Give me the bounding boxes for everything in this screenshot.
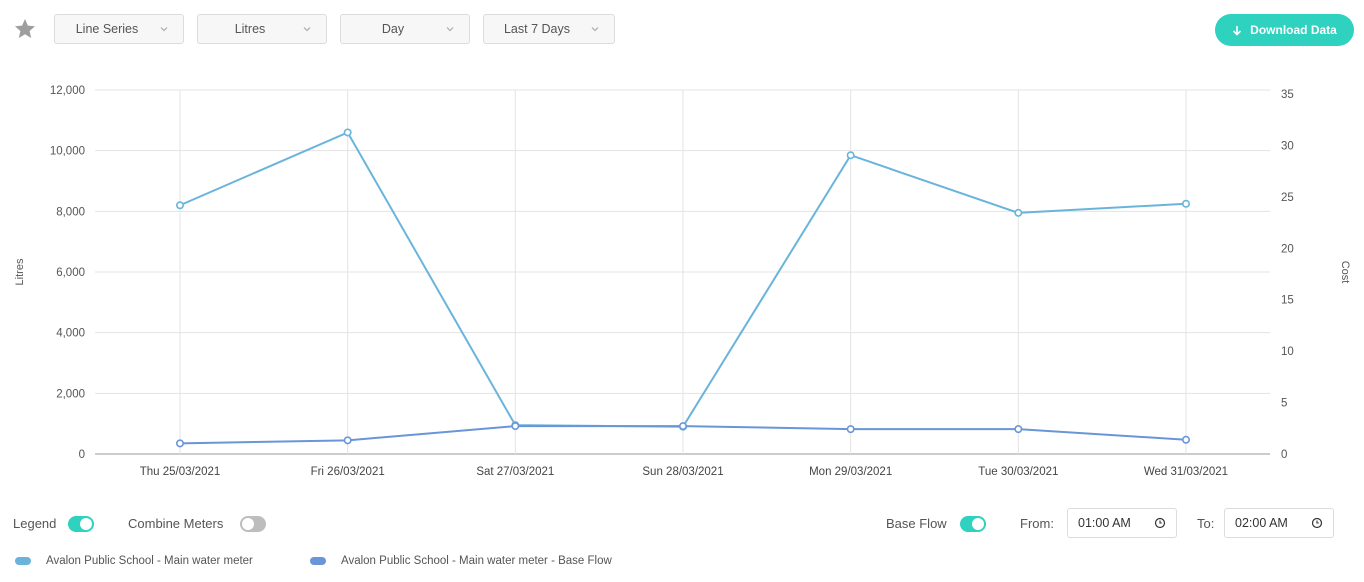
unit-dropdown[interactable]: Litres <box>197 14 327 44</box>
y-tick-label: 0 <box>79 449 85 461</box>
from-time-input[interactable]: 01:00 AM <box>1067 508 1177 538</box>
y-tick-label: 12,000 <box>50 85 85 97</box>
dropdown-label: Day <box>381 22 405 36</box>
base-flow-label: Base Flow <box>886 516 947 531</box>
data-point <box>1182 199 1191 208</box>
y-tick-label: 6,000 <box>56 267 85 279</box>
clock-icon[interactable] <box>1311 517 1323 529</box>
y2-tick-label: 10 <box>1281 346 1294 358</box>
y-tick-label: 2,000 <box>56 388 85 400</box>
download-label: Download Data <box>1250 23 1337 37</box>
x-tick-label: Tue 30/03/2021 <box>978 466 1058 478</box>
legend-label: Avalon Public School - Main water meter <box>46 555 253 567</box>
data-point <box>1014 208 1023 217</box>
legend-toggle[interactable] <box>68 516 94 532</box>
x-tick-label: Sun 28/03/2021 <box>642 466 723 478</box>
x-tick-label: Wed 31/03/2021 <box>1144 466 1228 478</box>
y2-axis-title: Cost <box>1339 261 1351 284</box>
date-range-dropdown[interactable]: Last 7 Days <box>483 14 615 44</box>
y-tick-label: 8,000 <box>56 206 85 218</box>
data-point <box>846 151 855 160</box>
legend-swatch <box>15 557 31 565</box>
dropdown-label: Line Series <box>75 22 139 36</box>
y2-tick-label: 30 <box>1281 140 1294 152</box>
line-chart: 0 2,000 4,000 6,000 8,000 10,000 12,000 0 5 10 15 2… <box>14 85 1351 478</box>
combine-meters-label: Combine Meters <box>128 516 224 531</box>
x-tick-label: Mon 29/03/2021 <box>809 466 892 478</box>
y2-tick-label: 0 <box>1281 449 1287 461</box>
toggle-knob <box>80 518 92 530</box>
star-icon[interactable] <box>13 17 37 41</box>
series-type-dropdown[interactable]: Line Series <box>54 14 184 44</box>
to-time-input[interactable]: 02:00 AM <box>1224 508 1334 538</box>
legend-item-main-meter[interactable]: Avalon Public School - Main water meter <box>15 555 253 567</box>
x-tick-label: Sat 27/03/2021 <box>476 466 554 478</box>
data-point <box>176 439 185 448</box>
dropdown-label: Litres <box>234 22 266 36</box>
download-data-button[interactable]: Download Data <box>1215 14 1354 46</box>
legend-toggle-label: Legend <box>13 516 57 531</box>
data-point <box>343 128 352 137</box>
y-axis-title: Litres <box>14 258 26 285</box>
data-point <box>1014 425 1023 434</box>
y-tick-label: 10,000 <box>50 146 85 158</box>
chevron-down-icon <box>591 27 599 32</box>
legend-swatch <box>310 557 326 565</box>
data-point <box>1182 435 1191 444</box>
from-label: From: <box>1020 516 1054 531</box>
y2-tick-label: 5 <box>1281 398 1287 410</box>
arrow-down-icon <box>1233 25 1242 36</box>
toggle-knob <box>242 518 254 530</box>
x-tick-label: Fri 26/03/2021 <box>311 466 385 478</box>
legend-label: Avalon Public School - Main water meter … <box>341 555 612 567</box>
y2-tick-label: 25 <box>1281 192 1294 204</box>
data-point <box>511 422 520 431</box>
toggle-knob <box>972 518 984 530</box>
dropdown-label: Last 7 Days <box>503 22 570 36</box>
y2-tick-label: 20 <box>1281 243 1294 255</box>
chevron-down-icon <box>303 27 311 32</box>
y2-tick-label: 15 <box>1281 295 1294 307</box>
base-flow-toggle[interactable] <box>960 516 986 532</box>
interval-dropdown[interactable]: Day <box>340 14 470 44</box>
data-point <box>343 436 352 445</box>
y2-tick-label: 35 <box>1281 89 1294 101</box>
from-time-value: 01:00 AM <box>1078 516 1131 530</box>
to-label: To: <box>1197 516 1215 531</box>
clock-icon[interactable] <box>1154 517 1166 529</box>
to-time-value: 02:00 AM <box>1235 516 1288 530</box>
x-tick-label: Thu 25/03/2021 <box>140 466 221 478</box>
chevron-down-icon <box>160 27 168 32</box>
data-point <box>678 422 687 431</box>
legend-item-base-flow[interactable]: Avalon Public School - Main water meter … <box>310 555 612 567</box>
data-point <box>176 201 185 210</box>
combine-meters-toggle[interactable] <box>240 516 266 532</box>
data-point <box>846 425 855 434</box>
chevron-down-icon <box>446 27 454 32</box>
y-tick-label: 4,000 <box>56 328 85 340</box>
